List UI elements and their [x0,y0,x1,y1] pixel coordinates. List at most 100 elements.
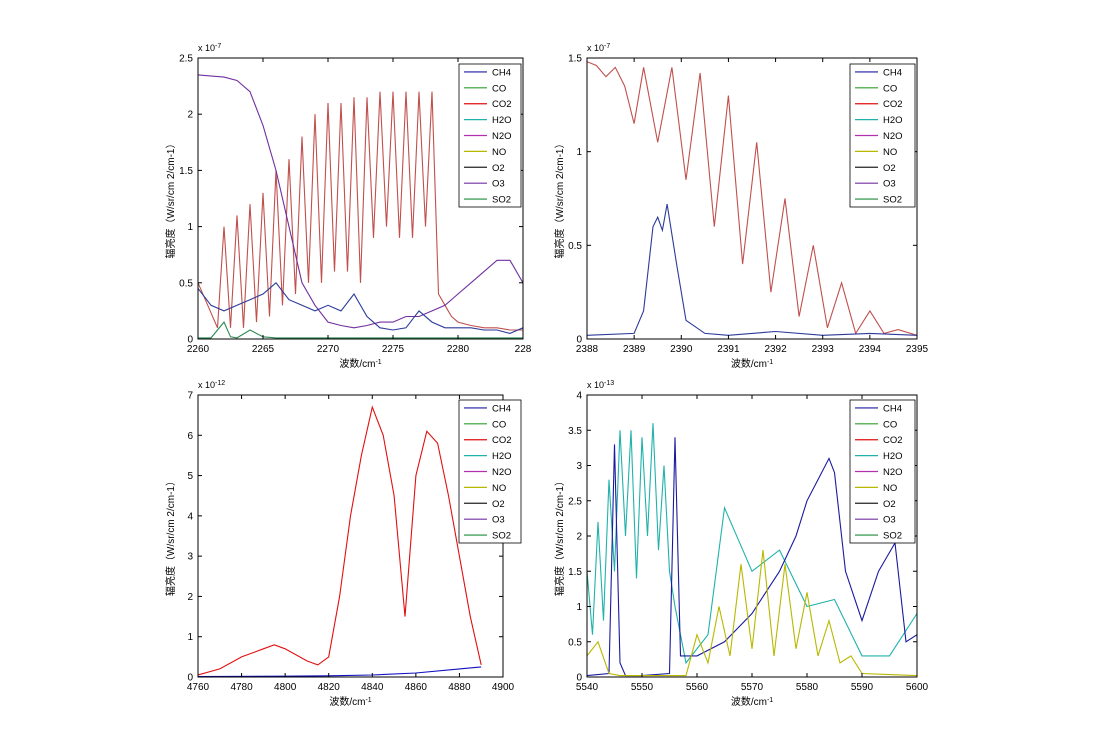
series-group [587,423,917,677]
y-tick-label: 1.5 [568,567,582,578]
x-tick-label: 4800 [274,682,297,693]
y-tick-label: 1 [576,147,582,158]
y-tick-label: 3 [187,552,193,563]
legend-entry-h2o: H2O [492,451,512,462]
legend-entry-o3: O3 [492,179,505,190]
series-line-co2 [587,61,917,336]
y-tick-label: 5 [187,471,193,482]
legend-entry-so2: SO2 [883,531,902,542]
series-line-ch4 [587,204,917,336]
x-tick-label: 5580 [796,682,819,693]
y-tick-label: 2.5 [568,496,582,507]
x-axis-label: 波数/cm-1 [731,357,773,370]
y-tick-label: 2 [187,592,193,603]
legend-entry-n2o: N2O [883,131,903,142]
exponent-label: x 10-7 [198,43,221,54]
legend-entry-h2o: H2O [492,115,512,126]
x-tick-label: 5550 [631,682,654,693]
x-tick-label: 2280 [447,344,470,355]
y-tick-label: 2 [576,532,582,543]
legend-entry-o2: O2 [883,163,896,174]
x-tick-label: 2393 [812,344,835,355]
x-tick-label: 4880 [448,682,471,693]
legend-entry-h2o: H2O [883,451,903,462]
legend: CH4 CO CO2 H2O N2O NO O2 O3 SO2 [458,399,522,544]
series-line-co2 [198,405,482,676]
legend-entry-co: CO [492,83,506,94]
legend-entry-n2o: N2O [883,467,903,478]
legend-entry-co2: CO2 [492,99,512,110]
y-tick-label: 1 [187,632,193,643]
y-tick-label: 1 [187,222,193,233]
legend: CH4 CO CO2 H2O N2O NO O2 O3 SO2 [849,63,916,208]
x-tick-label: 2391 [717,344,740,355]
series-line-ch4 [198,666,482,677]
legend-entry-o3: O3 [883,179,896,190]
legend-entry-ch4: CH4 [492,403,511,414]
legend-entry-co2: CO2 [883,435,903,446]
x-tick-label: 2394 [859,344,882,355]
y-tick-label: 0 [187,335,193,346]
chart-panel-3: 4760 4780 4800 4820 4840 4860 4880 4900 0 1 2 3 4 5 6 7… [164,380,522,708]
series-line-ch4 [198,282,523,334]
legend-entry-co2: CO2 [492,435,512,446]
legend-entry-no: NO [492,147,506,158]
y-tick-label: 4 [576,391,582,402]
x-tick-label: 4860 [405,682,428,693]
series-line-o3 [198,74,523,329]
legend-entry-co: CO [883,419,897,430]
y-tick-label: 0 [576,673,582,684]
legend-entry-n2o: N2O [492,467,512,478]
y-tick-label: 0.5 [568,637,582,648]
chart-panel-4: 5540 5550 5560 5570 5580 5590 5600 0 0.5 1 1.5 2 2.5… [553,380,929,709]
x-axis-label: 波数/cm-1 [731,695,773,708]
x-tick-label: 2265 [252,344,275,355]
y-tick-label: 1 [576,602,582,613]
legend-entry-n2o: N2O [492,131,512,142]
y-axis-label: 辐亮度（W/sr/cm 2/cm-1） [164,476,177,596]
x-tick-label: 5540 [576,682,599,693]
legend-entry-no: NO [492,483,506,494]
x-tick-label: 2389 [623,344,646,355]
legend-entry-ch4: CH4 [883,67,902,78]
legend-entry-co2: CO2 [883,99,903,110]
y-tick-label: 7 [187,391,193,402]
legend-entry-co: CO [883,83,897,94]
legend-entry-h2o: H2O [883,115,903,126]
y-axis-label: 辐亮度（W/sr/cm 2/cm-1） [164,139,177,259]
series-line-so2 [198,321,523,339]
legend: CH4 CO CO2 H2O N2O NO O2 O3 SO2 [849,399,916,544]
plot-area [586,57,918,340]
legend-entry-no: NO [883,147,897,158]
legend-entry-so2: SO2 [492,195,511,206]
legend-entry-ch4: CH4 [883,403,902,414]
series-line-no [587,550,917,677]
legend-entry-o3: O3 [492,515,505,526]
x-tick-label: 5590 [851,682,874,693]
y-tick-label: 1.5 [568,54,582,65]
y-tick-label: 0.5 [568,241,582,252]
y-tick-label: 6 [187,431,193,442]
x-tick-label: 2388 [576,344,599,355]
legend-entry-o3: O3 [883,515,896,526]
y-tick-label: 1.5 [179,166,193,177]
x-tick-label: 2392 [764,344,787,355]
x-tick-label: 4840 [361,682,384,693]
plot-area [197,394,504,678]
y-axis-label: 辐亮度（W/sr/cm 2/cm-1） [553,139,566,259]
x-tick-label: 228 [515,344,532,355]
y-tick-label: 3 [576,461,582,472]
legend-entry-ch4: CH4 [492,67,511,78]
y-tick-label: 0.5 [179,278,193,289]
x-tick-label: 2275 [382,344,405,355]
series-group [198,74,523,339]
legend-entry-so2: SO2 [492,531,511,542]
y-tick-label: 3.5 [568,426,582,437]
x-tick-label: 2260 [187,344,210,355]
legend-entry-no: NO [883,483,897,494]
series-group [198,405,482,677]
x-tick-label: 5600 [906,682,929,693]
y-axis-label: 辐亮度（W/sr/cm 2/cm-1） [553,476,566,596]
